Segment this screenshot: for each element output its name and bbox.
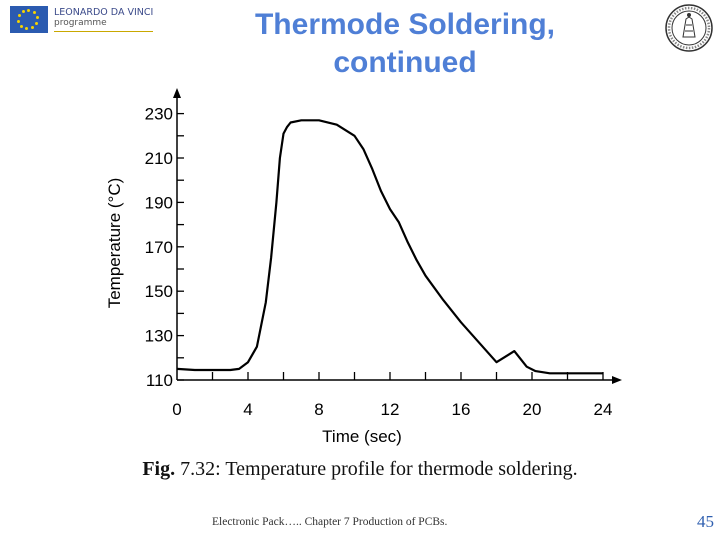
y-axis-arrow: [173, 88, 181, 98]
x-tick-label: 16: [452, 400, 471, 419]
logo-line2: programme: [54, 17, 107, 28]
y-tick-label: 110: [146, 371, 173, 390]
y-tick-label: 130: [145, 327, 173, 346]
y-tick-label: 170: [145, 238, 173, 257]
page-title: Thermode Soldering, continued: [160, 6, 650, 82]
x-axis-label: Time (sec): [322, 427, 402, 446]
leonardo-logo: LEONARDO DA VINCI programme: [10, 4, 160, 34]
logo-text: LEONARDO DA VINCI programme: [54, 6, 154, 32]
chart-axes: [173, 88, 622, 384]
x-tick-label: 12: [381, 400, 400, 419]
university-seal-icon: [665, 4, 713, 52]
y-tick-label: 210: [145, 149, 173, 168]
chart-tick-labels: 110 130 150 170 190 210 230 0 4 8 12 16 20 24: [145, 105, 613, 419]
caption-text: Temperature profile for thermode solderi…: [225, 458, 578, 480]
y-axis-label: Temperature (°C): [105, 178, 124, 309]
temperature-series-line: [176, 119, 603, 375]
y-tick-label: 230: [145, 105, 173, 124]
chart-ticks: [177, 112, 604, 381]
caption-prefix: Fig.: [142, 458, 176, 480]
eu-flag-icon: [10, 5, 48, 33]
page-number: 45: [697, 512, 714, 531]
title-line1: Thermode Soldering,: [254, 8, 556, 41]
x-tick-label: 20: [523, 400, 542, 419]
caption-number: 7.32:: [175, 458, 226, 480]
figure-caption: Fig. 7.32: Temperature profile for therm…: [0, 458, 720, 481]
x-tick-label: 4: [243, 400, 252, 419]
x-tick-label: 24: [594, 400, 613, 419]
footer-text: Electronic Pack….. Chapter 7 Production …: [212, 516, 448, 528]
logo-line1: LEONARDO DA VINCI: [54, 6, 154, 18]
x-axis-arrow: [612, 376, 622, 384]
title-line2: continued: [333, 46, 477, 79]
y-tick-label: 190: [145, 193, 173, 212]
y-tick-label: 150: [145, 282, 173, 301]
x-tick-label: 0: [172, 400, 181, 419]
x-tick-label: 8: [314, 400, 323, 419]
